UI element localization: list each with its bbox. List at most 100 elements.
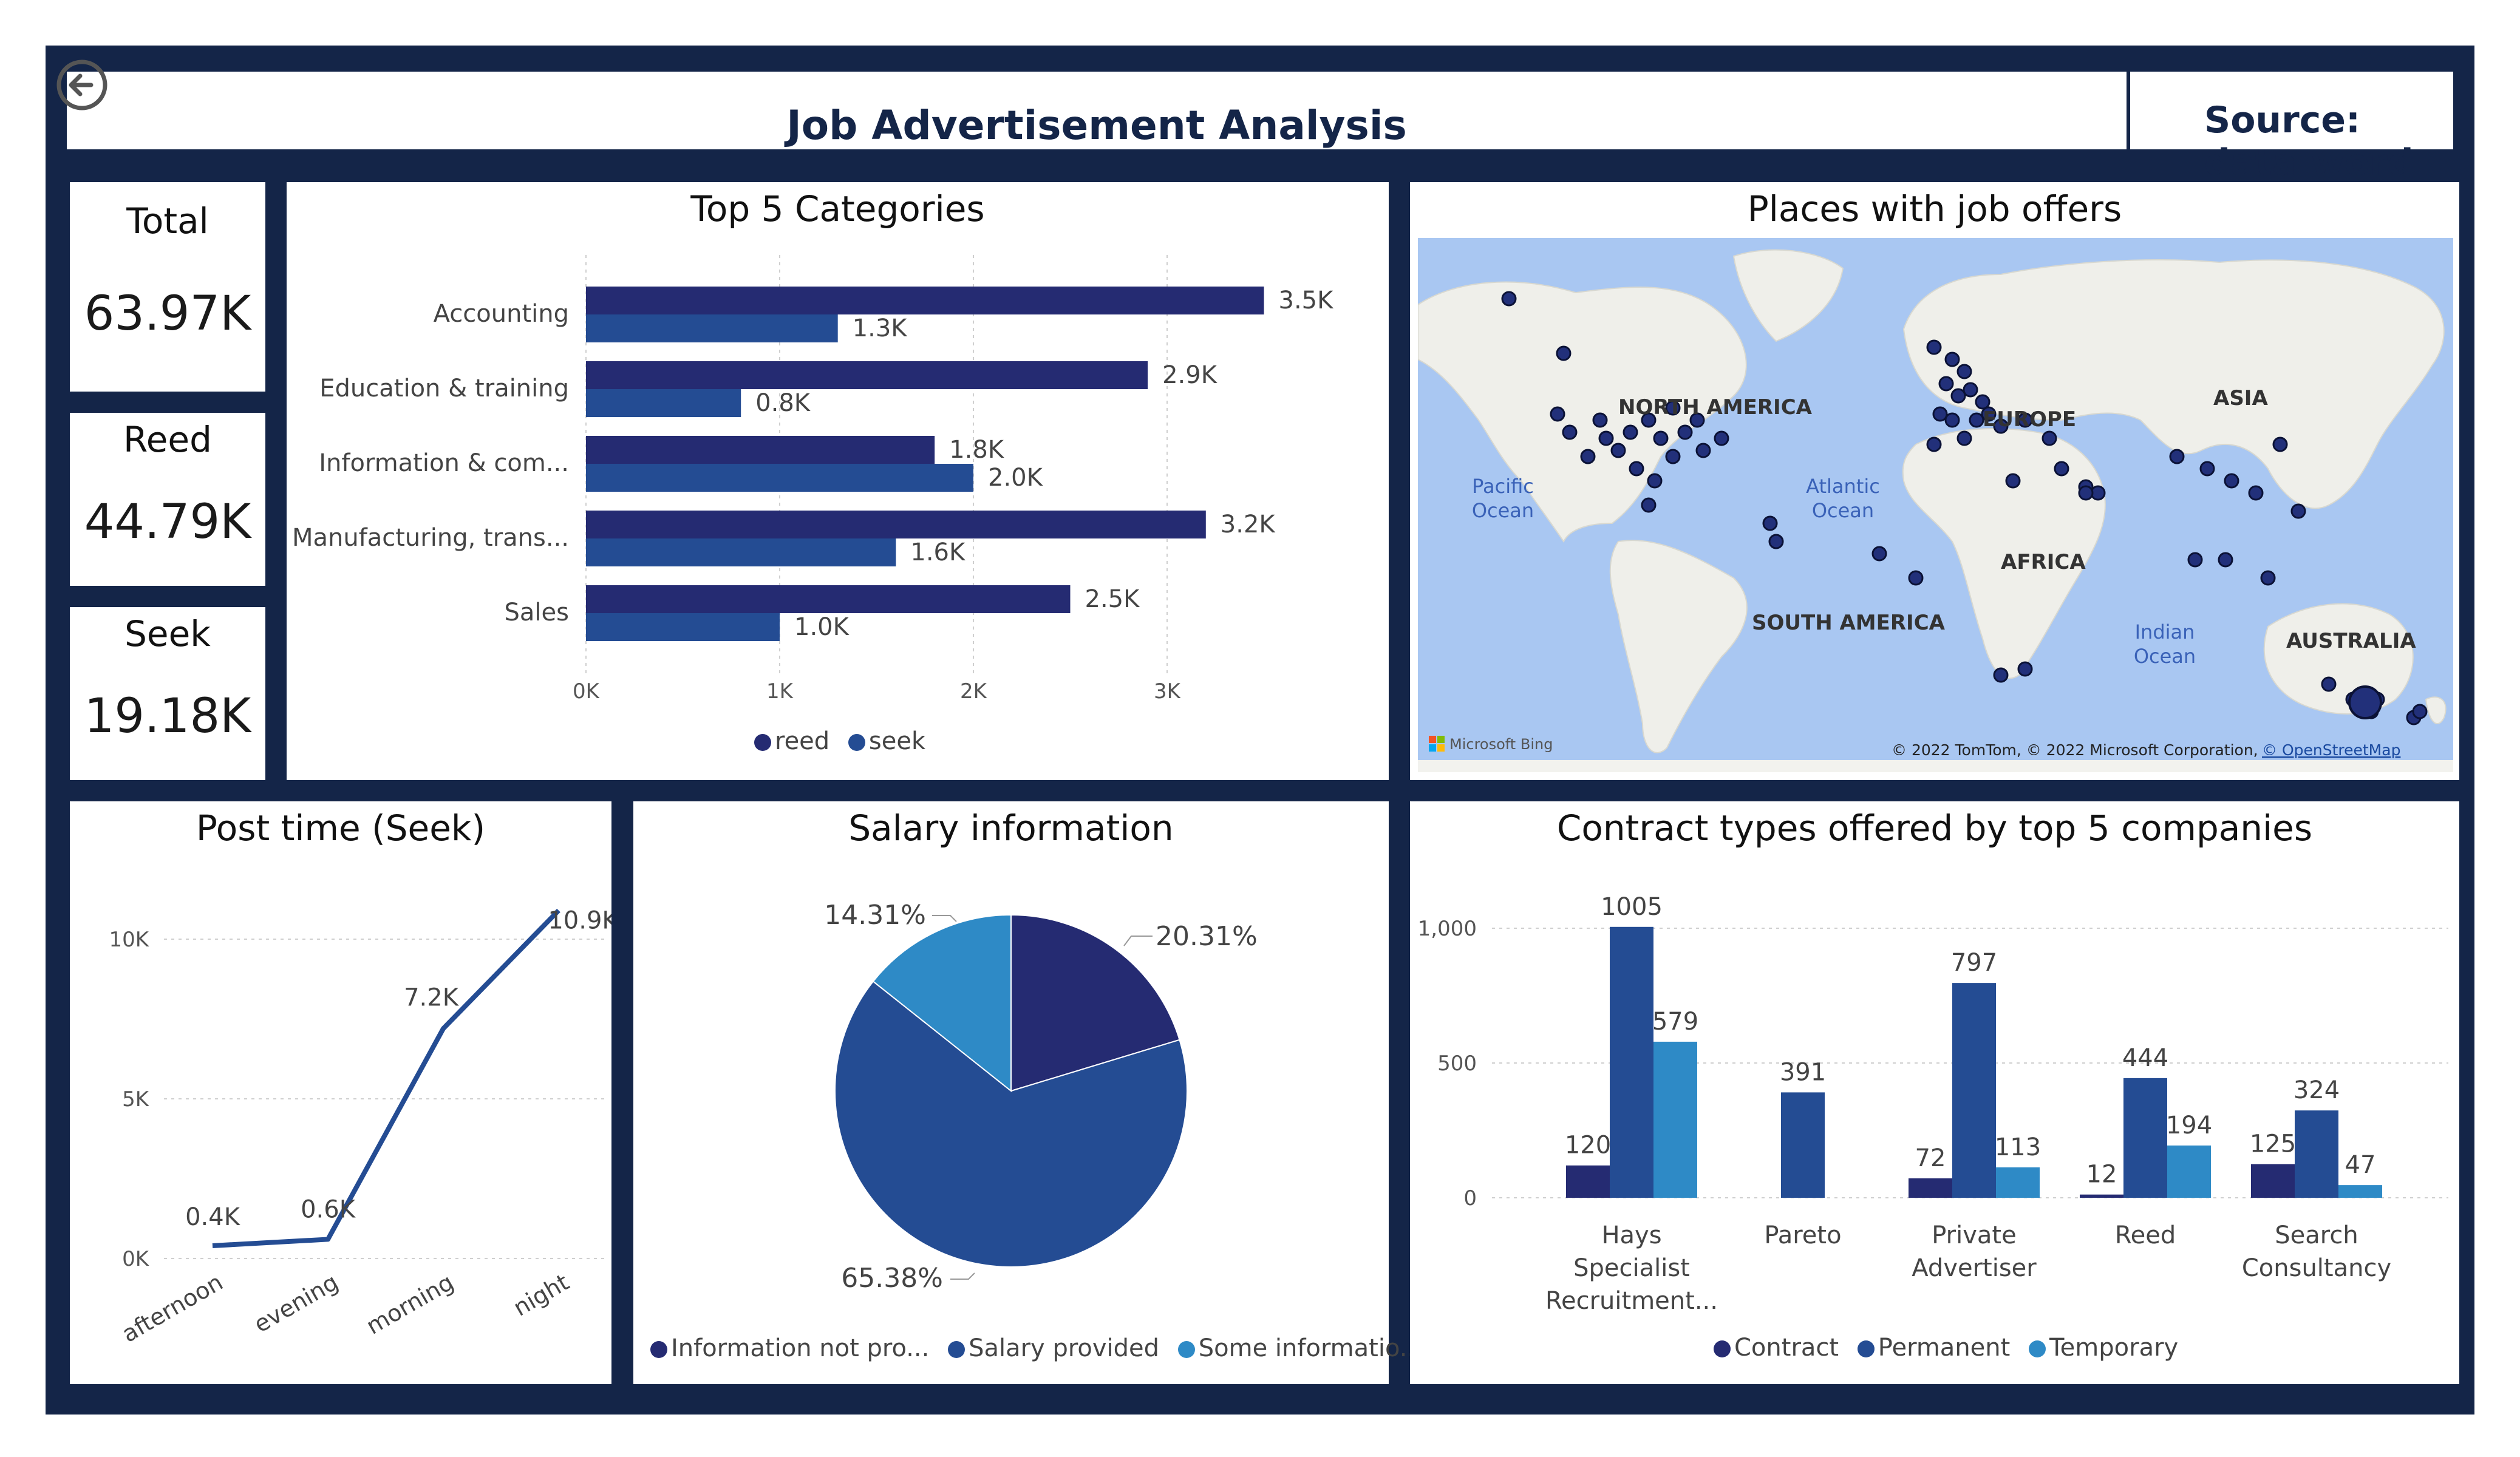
bar-temporary[interactable]	[2167, 1145, 2211, 1198]
location-dot[interactable]	[1871, 546, 1887, 562]
data-label: 12	[2086, 1161, 2117, 1189]
map-label-africa: AFRICA	[2001, 550, 2086, 574]
pie-slice[interactable]	[1010, 914, 1180, 1092]
location-dot[interactable]	[1956, 364, 1972, 379]
location-dot[interactable]	[2054, 461, 2069, 477]
legend-item-some-information[interactable]: Some informatio...	[1177, 1334, 1423, 1362]
location-dot[interactable]	[2005, 473, 2021, 489]
data-label: 1005	[1601, 893, 1663, 921]
legend-item-salary-provided[interactable]: Salary provided	[948, 1334, 1159, 1362]
location-dot[interactable]	[1647, 473, 1663, 489]
back-arrow-icon[interactable]	[55, 58, 109, 112]
location-dot[interactable]	[2017, 661, 2033, 677]
bar-temporary[interactable]	[1653, 1041, 1697, 1198]
bar-reed[interactable]	[586, 287, 1264, 314]
location-dot[interactable]	[1762, 515, 1778, 531]
bar-seek[interactable]	[586, 538, 896, 566]
location-dot[interactable]	[1623, 424, 1638, 440]
pie-slice[interactable]	[834, 980, 1188, 1268]
location-dot[interactable]	[1944, 412, 1960, 428]
location-dot[interactable]	[2348, 685, 2382, 719]
location-dot[interactable]	[1556, 345, 1572, 361]
legend-item-permanent[interactable]: Permanent	[1857, 1334, 2010, 1362]
location-dot[interactable]	[1665, 449, 1681, 464]
location-dot[interactable]	[1641, 497, 1657, 513]
continent-australia	[2263, 603, 2414, 715]
bar-temporary[interactable]	[1996, 1167, 2040, 1198]
bar-permanent[interactable]	[1781, 1092, 1825, 1198]
location-dot[interactable]	[1950, 388, 1966, 404]
location-dot[interactable]	[1956, 430, 1972, 446]
bar-reed[interactable]	[586, 361, 1148, 389]
location-dot[interactable]	[1768, 534, 1784, 549]
location-dot[interactable]	[2169, 449, 2185, 464]
location-dot[interactable]	[1981, 406, 1997, 422]
location-dot[interactable]	[2290, 503, 2306, 519]
location-dot[interactable]	[1501, 291, 1517, 307]
bar-permanent[interactable]	[2123, 1078, 2167, 1198]
location-dot[interactable]	[1580, 449, 1596, 464]
legend-item-contract[interactable]: Contract	[1714, 1334, 1839, 1362]
location-dot[interactable]	[1993, 418, 2009, 434]
continent-north-america	[1418, 281, 1747, 543]
location-dot[interactable]	[1610, 443, 1626, 458]
bar-contract[interactable]	[2251, 1164, 2295, 1198]
bar-reed[interactable]	[586, 585, 1071, 613]
location-dot[interactable]	[1629, 461, 1644, 477]
location-dot[interactable]	[1550, 406, 1565, 422]
location-dot[interactable]	[2078, 485, 2094, 501]
bar-permanent[interactable]	[1610, 926, 1653, 1198]
bar-permanent[interactable]	[2295, 1110, 2338, 1198]
location-dot[interactable]	[2187, 552, 2203, 568]
location-dot[interactable]	[2321, 676, 2337, 692]
bar-reed[interactable]	[586, 511, 1206, 538]
legend-item-seek[interactable]: seek	[848, 727, 925, 755]
location-dot[interactable]	[2224, 473, 2239, 489]
location-dot[interactable]	[2017, 412, 2033, 428]
location-dot[interactable]	[1641, 412, 1657, 428]
bar-contract[interactable]	[1909, 1178, 1952, 1198]
location-dot[interactable]	[1598, 430, 1614, 446]
location-dot[interactable]	[2199, 461, 2215, 477]
location-dot[interactable]	[1969, 412, 1984, 428]
pie-slice[interactable]	[872, 914, 1012, 1093]
location-dot[interactable]	[1944, 352, 1960, 367]
legend-item-temporary[interactable]: Temporary	[2029, 1334, 2178, 1362]
legend-item-info-not-provided[interactable]: Information not pro...	[650, 1334, 929, 1362]
location-dot[interactable]	[1562, 424, 1578, 440]
location-dot[interactable]	[2260, 570, 2276, 586]
location-dot[interactable]	[1665, 400, 1681, 416]
location-dot[interactable]	[1908, 570, 1924, 586]
bar-contract[interactable]	[2080, 1194, 2123, 1198]
location-dot[interactable]	[1932, 406, 1948, 422]
bar-seek[interactable]	[586, 464, 973, 492]
location-dot[interactable]	[1926, 436, 1942, 452]
bar-seek[interactable]	[586, 314, 838, 342]
bar-seek[interactable]	[586, 389, 741, 417]
location-dot[interactable]	[1993, 667, 2009, 683]
location-dot[interactable]	[2248, 485, 2264, 501]
series-line[interactable]	[212, 908, 560, 1248]
location-dot[interactable]	[1677, 424, 1693, 440]
location-dot[interactable]	[1938, 376, 1954, 392]
location-dot[interactable]	[2412, 704, 2428, 719]
location-dot[interactable]	[1963, 382, 1978, 398]
bar-temporary[interactable]	[2338, 1185, 2382, 1198]
location-dot[interactable]	[1592, 412, 1608, 428]
bar-contract[interactable]	[1566, 1165, 1610, 1198]
location-dot[interactable]	[2272, 436, 2288, 452]
legend-item-reed[interactable]: reed	[754, 727, 829, 755]
location-dot[interactable]	[1695, 443, 1711, 458]
location-dot[interactable]	[1714, 430, 1729, 446]
location-dot[interactable]	[1975, 394, 1990, 410]
bar-permanent[interactable]	[1952, 983, 1996, 1198]
location-dot[interactable]	[1653, 430, 1669, 446]
world-map[interactable]: NORTH AMERICA EUROPE ASIA AFRICA SOUTH A…	[1418, 238, 2453, 772]
map-osm-link[interactable]: © OpenStreetMap	[2262, 741, 2400, 759]
location-dot[interactable]	[2042, 430, 2057, 446]
location-dot[interactable]	[2218, 552, 2233, 568]
location-dot[interactable]	[1926, 339, 1942, 355]
location-dot[interactable]	[1689, 412, 1705, 428]
bar-seek[interactable]	[586, 613, 780, 641]
bar-reed[interactable]	[586, 436, 935, 464]
